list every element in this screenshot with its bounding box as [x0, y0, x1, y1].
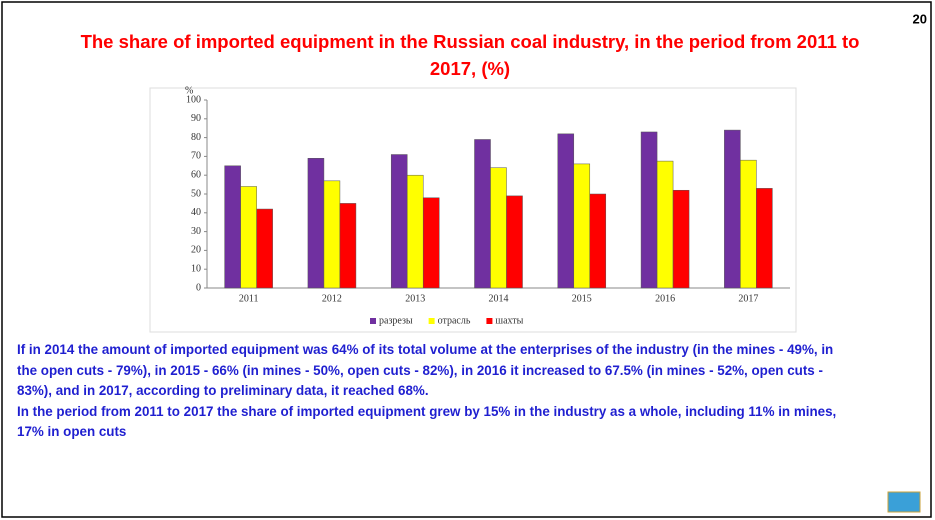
text-block: If in 2014 the amount of imported equipm…	[17, 340, 847, 443]
y-tick-label: 10	[191, 263, 201, 274]
bar	[672, 189, 690, 289]
bar	[557, 133, 575, 289]
x-tick-label: 2017	[738, 293, 758, 304]
legend-label: шахты	[495, 315, 523, 326]
y-tick-label: 50	[191, 188, 201, 199]
bar	[756, 188, 773, 289]
y-tick-label: 0	[196, 282, 201, 293]
bar	[640, 131, 658, 289]
bar	[224, 165, 241, 289]
bar	[339, 203, 357, 289]
bar	[390, 154, 408, 289]
x-tick-label: 2015	[572, 293, 592, 304]
legend-swatch	[428, 318, 435, 324]
legend-label: разрезы	[379, 315, 413, 326]
bar	[474, 139, 491, 289]
bar	[307, 158, 325, 289]
bar	[740, 159, 757, 289]
bar	[240, 186, 257, 289]
bar	[406, 174, 424, 289]
title-box: The share of imported equipment in the R…	[80, 31, 860, 79]
y-tick-label: 60	[191, 169, 201, 180]
bar	[506, 195, 523, 289]
legend-label: отрасль	[438, 315, 471, 326]
bar	[422, 197, 440, 289]
legend-swatch	[486, 318, 493, 324]
x-tick-label: 2013	[405, 293, 425, 304]
bar	[323, 180, 341, 289]
logo	[887, 491, 921, 513]
y-tick-label: 100	[186, 94, 201, 105]
x-tick-label: 2016	[655, 293, 675, 304]
axes: % 0 10 20 30 40 50 60 70 80 90 100 2011 2012 2013 2014…	[185, 85, 790, 326]
y-tick-label: 80	[191, 132, 201, 143]
bar	[724, 129, 741, 289]
bar	[256, 208, 273, 289]
x-tick-label: 2014	[489, 293, 509, 304]
y-tick-label: 30	[191, 226, 201, 237]
bar	[656, 160, 674, 289]
bar	[589, 193, 607, 289]
bar	[490, 167, 507, 289]
y-tick-label: 40	[191, 207, 201, 218]
y-tick-label: 70	[191, 151, 201, 162]
paragraph: If in 2014 the amount of imported equipm…	[17, 342, 834, 398]
legend-swatch	[370, 318, 376, 324]
x-tick-label: 2011	[239, 293, 259, 304]
bar	[573, 163, 591, 289]
paragraph: In the period from 2011 to 2017 the shar…	[17, 403, 837, 440]
y-tick-label: 20	[191, 245, 201, 256]
page-number: 20	[913, 11, 927, 26]
chart-title: The share of imported equipment in the R…	[80, 31, 860, 79]
y-tick-label: 90	[191, 113, 201, 124]
x-tick-label: 2012	[322, 293, 342, 304]
y-axis-label: %	[185, 85, 193, 96]
